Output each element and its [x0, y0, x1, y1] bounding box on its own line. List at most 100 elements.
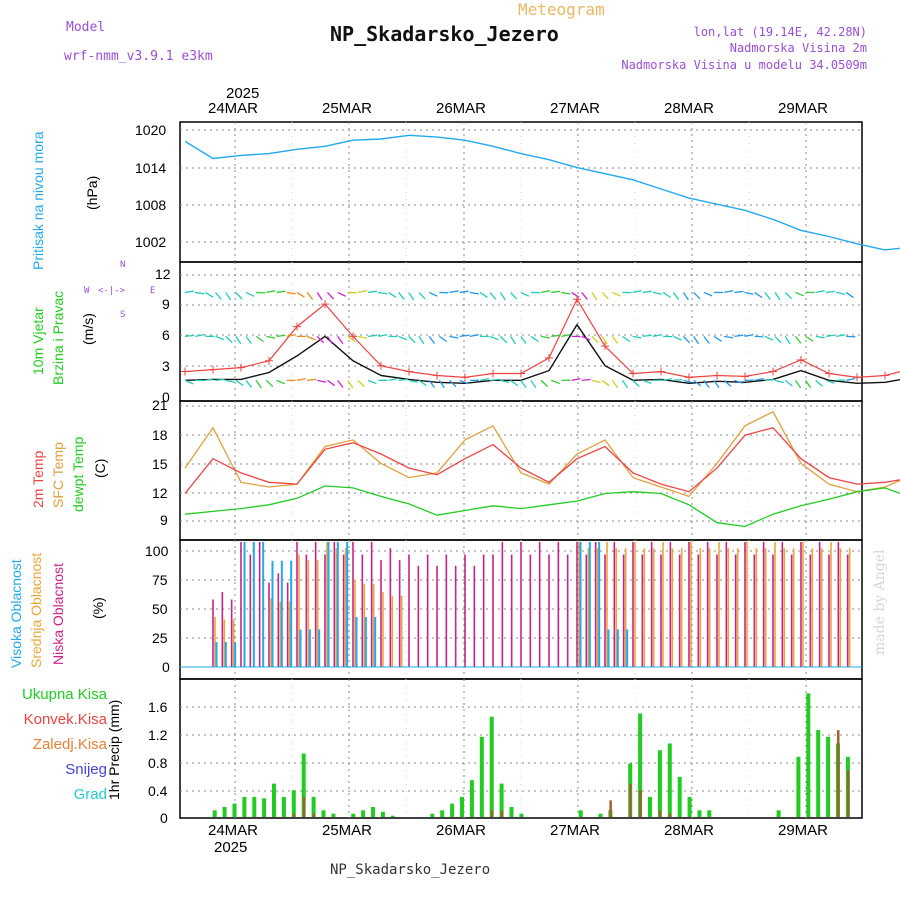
wind-arrow	[326, 336, 333, 345]
wind-arrow	[235, 336, 242, 345]
wind-arrow	[774, 292, 781, 301]
wind-arrow	[520, 291, 530, 297]
w-tick: 12	[155, 266, 171, 282]
wind-arrow	[428, 291, 438, 297]
wind-arrow	[307, 378, 317, 381]
c-tick: 25	[152, 630, 168, 646]
precip-rain-bar	[479, 736, 484, 817]
date-bottom-2: 25MAR	[322, 822, 373, 839]
wind-arrow	[754, 377, 764, 381]
r-tick: 1.6	[148, 699, 168, 715]
footer-station: NP_Skadarsko_Jezero	[330, 862, 491, 878]
wind-arrow	[235, 291, 243, 300]
wind-arrow	[540, 290, 551, 294]
wind-arrow	[347, 379, 354, 389]
legend-conv: Konvek.Kisa	[23, 711, 107, 728]
wind-arrow	[184, 334, 195, 338]
wind-arrow	[784, 379, 793, 387]
precip-conv-bar	[846, 770, 850, 817]
wind-arrow	[815, 290, 825, 294]
precip-rain-bar	[232, 803, 237, 817]
wind-arrow	[835, 334, 846, 338]
wind-arrow	[693, 379, 702, 387]
precip-rain-bar	[281, 796, 286, 817]
wind-arrow	[662, 291, 671, 299]
wind-arrow	[327, 379, 336, 387]
gust-marker	[293, 322, 301, 331]
wind-arrow	[845, 291, 854, 299]
wind-arrow	[805, 379, 812, 389]
precip-rain-bar	[657, 750, 662, 817]
model-altitude-info: Nadmorska Visina u modelu 34.0509m	[621, 58, 867, 72]
wind-arrow	[398, 378, 408, 381]
wind-arrow	[611, 335, 619, 344]
gust-marker	[797, 355, 805, 364]
wind-arrow	[734, 379, 744, 384]
c-tick: 75	[152, 572, 168, 588]
wind-arrow	[642, 334, 652, 338]
meteogram-title: Meteogram	[518, 0, 605, 19]
date-top-3: 26MAR	[436, 100, 487, 117]
precip-conv-bar	[837, 730, 840, 817]
wind-arrow	[326, 291, 335, 300]
wind-arrow	[367, 379, 377, 385]
wind-arrow	[469, 291, 479, 295]
wind-compass: N S W E <-|->	[84, 258, 160, 328]
wind-arrow	[499, 335, 508, 344]
date-top-2: 25MAR	[322, 100, 373, 117]
wind-arrow	[398, 335, 408, 341]
gust-marker	[741, 372, 749, 381]
wind-arrow	[266, 335, 276, 339]
panel-frame	[179, 400, 863, 541]
w-tick: 0	[162, 389, 170, 405]
w-tick: 9	[162, 296, 170, 312]
wind-arrow	[520, 379, 527, 388]
precip-rain-bar	[361, 810, 366, 817]
precip-rain-bar	[776, 810, 781, 817]
wind-arrow	[510, 336, 517, 345]
wind-speed-line	[184, 323, 900, 385]
w-tick: 3	[162, 358, 170, 374]
gust-marker	[825, 369, 833, 378]
p-tick: 1014	[135, 160, 167, 176]
wind-arrow	[724, 290, 734, 294]
wind-arrow	[449, 335, 459, 339]
wind-arrow	[652, 291, 662, 295]
wind-arrow	[520, 335, 527, 344]
wind-arrow	[500, 379, 510, 384]
wind-arrow	[438, 379, 445, 389]
precip-rain-bar	[291, 790, 296, 817]
wind-arrow	[591, 335, 599, 344]
wind-arrow	[551, 379, 560, 385]
legend-hail: Grad	[73, 786, 107, 803]
wind-arrow	[540, 379, 549, 387]
wind-arrow	[622, 335, 631, 342]
precip-rain-bar	[826, 736, 831, 817]
wind-arrow	[215, 335, 225, 341]
date-top-5: 28MAR	[664, 100, 715, 117]
precip-conv-bar	[629, 783, 632, 817]
wind-arrow	[713, 335, 722, 342]
c-tick: 50	[152, 601, 168, 617]
precip-rain-bar	[321, 810, 326, 817]
wind-arrow	[734, 334, 744, 338]
wind-arrow	[479, 291, 488, 298]
precip-conv-bar	[658, 810, 662, 817]
wind-arrow	[632, 335, 642, 339]
wind-arrow	[418, 336, 425, 345]
wind-arrow	[418, 379, 427, 387]
gust-marker	[265, 356, 273, 365]
legend-snow: Snijeg	[65, 761, 107, 778]
wind-arrow	[601, 291, 609, 300]
wind-arrow	[316, 335, 325, 344]
precip-rain-bar	[816, 730, 821, 817]
precip-conv-bar	[668, 813, 672, 817]
wind-arrow	[195, 333, 205, 338]
wind-arrow	[388, 291, 397, 298]
precip-conv-bar	[292, 813, 296, 817]
wind-arrow	[774, 335, 782, 344]
wind-arrow	[611, 379, 619, 388]
wind-arrow	[408, 292, 415, 301]
gust-marker	[545, 353, 553, 362]
wind-arrow	[571, 377, 581, 381]
